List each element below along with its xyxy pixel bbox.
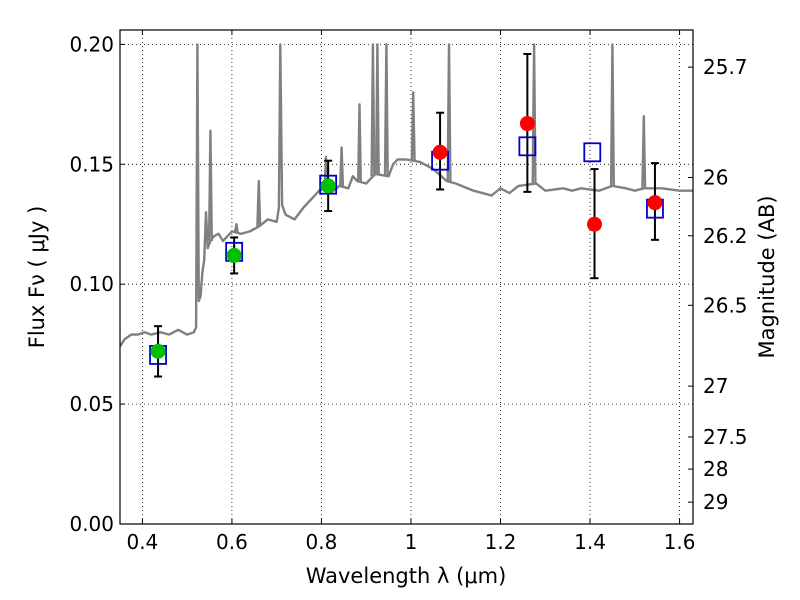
model-square — [319, 174, 338, 195]
right-tick-label: 29 — [703, 490, 728, 514]
emission-line — [641, 115, 647, 189]
model-square — [518, 136, 537, 157]
data-point — [226, 247, 242, 263]
plot-background — [120, 30, 693, 524]
right-tick-label: 27.5 — [703, 425, 748, 449]
emission-line — [357, 103, 362, 182]
data-point — [587, 216, 603, 232]
data-markers — [149, 116, 664, 365]
spectrum-line — [120, 43, 693, 348]
plot-frame — [119, 29, 694, 525]
right-tick-label: 26.5 — [703, 293, 748, 317]
emission-line — [256, 179, 262, 227]
emission-line — [374, 43, 380, 175]
emission-line — [339, 146, 345, 187]
emission-line — [233, 222, 239, 233]
x-tick-label: 0.4 — [126, 530, 158, 554]
right-tick-label: 28 — [703, 457, 728, 481]
emission-line — [531, 43, 537, 184]
data-point — [519, 116, 535, 132]
y-tick-label: 0.00 — [69, 512, 114, 536]
x-tick-label: 1.6 — [664, 530, 696, 554]
y-axis-label: Flux Fν ( μJy ) — [25, 206, 49, 349]
right-tick-label: 26 — [703, 165, 728, 189]
right-tick-label: 26.2 — [703, 224, 748, 248]
emission-line — [207, 129, 213, 242]
x-tick-label: 1.2 — [485, 530, 517, 554]
data-point — [320, 178, 336, 194]
x-tick-label: 1.4 — [574, 530, 606, 554]
x-tick-label: 1 — [405, 530, 418, 554]
data-point — [150, 343, 166, 359]
axis-ticks: 0.4 0.6 0.8 1 1.2 1.4 1.6 0.00 0.05 0.10 0.15 0.20 2… — [69, 30, 748, 554]
y-tick-label: 0.20 — [69, 32, 114, 56]
data-point — [432, 144, 448, 160]
emission-line — [370, 43, 376, 177]
x-tick-label: 0.6 — [216, 530, 248, 554]
y-tick-label: 0.15 — [69, 152, 114, 176]
y-tick-label: 0.10 — [69, 272, 114, 296]
y-tick-label: 0.05 — [69, 392, 114, 416]
emission-line — [446, 43, 452, 182]
emission-line — [609, 43, 615, 186]
data-point — [647, 195, 663, 211]
right-axis-label: Magnitude (AB) — [755, 195, 779, 358]
right-tick-label: 25.7 — [703, 55, 748, 79]
emission-line — [410, 91, 416, 161]
x-axis-label: Wavelength λ (μm) — [306, 564, 507, 588]
right-tick-label: 27 — [703, 374, 728, 398]
emission-line — [383, 43, 389, 176]
model-square — [583, 142, 602, 163]
x-tick-label: 0.8 — [306, 530, 338, 554]
